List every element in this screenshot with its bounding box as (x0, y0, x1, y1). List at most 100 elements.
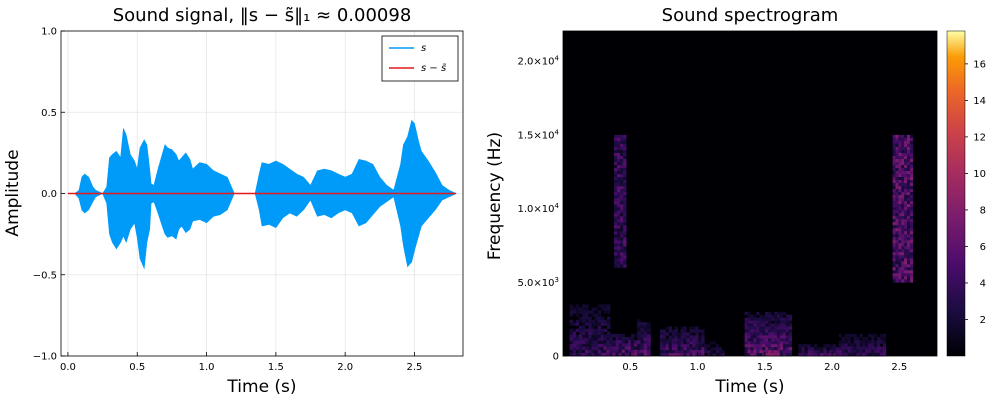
energy-cell (892, 204, 896, 208)
energy-cell (909, 210, 914, 214)
energy-cell (623, 225, 627, 229)
energy-cell (850, 333, 854, 338)
energy-cell (680, 344, 684, 348)
energy-cell (614, 255, 618, 259)
energy-cell (591, 328, 595, 332)
energy-cell (692, 347, 696, 351)
energy-cell (677, 338, 681, 342)
energy-cell (718, 347, 722, 351)
energy-cell (621, 349, 626, 354)
energy-cell (768, 311, 772, 315)
energy-cell (614, 153, 618, 157)
energy-cell (901, 159, 905, 163)
energy-cell (701, 332, 705, 336)
energy-cell (895, 270, 899, 274)
energy-cell (750, 314, 754, 318)
energy-cell (901, 234, 905, 238)
energy-cell (904, 198, 908, 202)
energy-cell (640, 328, 645, 332)
energy-cell (647, 352, 651, 357)
energy-cell (892, 195, 896, 199)
energy-cell (892, 143, 896, 148)
energy-cell (588, 353, 592, 357)
energy-cell (895, 183, 899, 187)
energy-cell (704, 344, 708, 348)
signal-y-ticks: −1.0 −0.5 0.0 0.5 1.0 (33, 27, 65, 363)
energy-cell (901, 140, 905, 145)
energy-cell (591, 346, 595, 351)
energy-cell (904, 162, 908, 166)
energy-cell (597, 334, 602, 339)
energy-cell (759, 350, 763, 354)
energy-cell (591, 349, 595, 354)
energy-cell (677, 344, 681, 348)
energy-cell (814, 344, 818, 348)
energy-cell (907, 168, 911, 172)
energy-cell (759, 347, 763, 351)
energy-cell (909, 189, 914, 193)
energy-cell (620, 159, 624, 163)
energy-cell (904, 222, 908, 226)
energy-cell (747, 329, 751, 333)
energy-cell (904, 243, 908, 247)
energy-cell (909, 198, 914, 202)
energy-cell (756, 341, 760, 345)
energy-cell (853, 349, 857, 354)
energy-cell (865, 349, 869, 354)
energy-cell (585, 331, 589, 335)
energy-cell (892, 279, 896, 283)
energy-cell (617, 207, 621, 211)
energy-cell (898, 255, 902, 259)
spectrogram-y-tick-1: 5.0×103 (518, 276, 559, 289)
energy-cell (572, 307, 577, 311)
energy-cell (585, 349, 589, 354)
energy-cell (901, 276, 905, 280)
energy-cell (620, 213, 624, 217)
spectrogram-x-tick-2: 1.5 (757, 362, 773, 373)
energy-cell (569, 310, 574, 314)
energy-cell (898, 222, 902, 226)
energy-cell (898, 228, 902, 232)
energy-cell (895, 162, 899, 166)
legend-box (381, 35, 459, 82)
energy-cell (904, 201, 908, 205)
energy-cell (904, 140, 908, 145)
energy-cell (620, 228, 624, 232)
energy-cell (880, 337, 884, 341)
energy-cell (618, 352, 622, 357)
energy-cell (579, 310, 583, 314)
energy-cell (588, 316, 592, 320)
energy-cell (585, 316, 589, 320)
energy-cell (820, 347, 824, 351)
energy-cell (623, 237, 627, 241)
energy-cell (904, 186, 908, 190)
spectrogram-x-tick-3: 2.0 (824, 362, 840, 373)
energy-cell (904, 177, 908, 181)
energy-cell (674, 332, 678, 336)
energy-cell (647, 340, 651, 344)
energy-cell (614, 252, 618, 256)
energy-cell (909, 156, 914, 160)
energy-cell (692, 326, 696, 330)
energy-cell (856, 337, 860, 341)
energy-cell (835, 353, 840, 357)
energy-cell (614, 162, 618, 166)
energy-cell (759, 320, 763, 324)
energy-cell (850, 349, 854, 354)
energy-cell (756, 323, 760, 327)
energy-cell (892, 189, 896, 193)
energy-region-9 (892, 134, 914, 283)
energy-cell (695, 353, 699, 357)
energy-cell (777, 317, 781, 321)
energy-cell (662, 332, 667, 336)
energy-cell (892, 180, 896, 184)
energy-cell (612, 343, 616, 347)
energy-cell (909, 270, 914, 274)
energy-cell (607, 307, 611, 311)
energy-cell (892, 243, 896, 247)
energy-cell (880, 352, 884, 357)
energy-cell (606, 337, 610, 341)
colorbar-tick-3: 8 (980, 205, 986, 216)
energy-cell (671, 329, 675, 333)
energy-cell (689, 344, 693, 348)
